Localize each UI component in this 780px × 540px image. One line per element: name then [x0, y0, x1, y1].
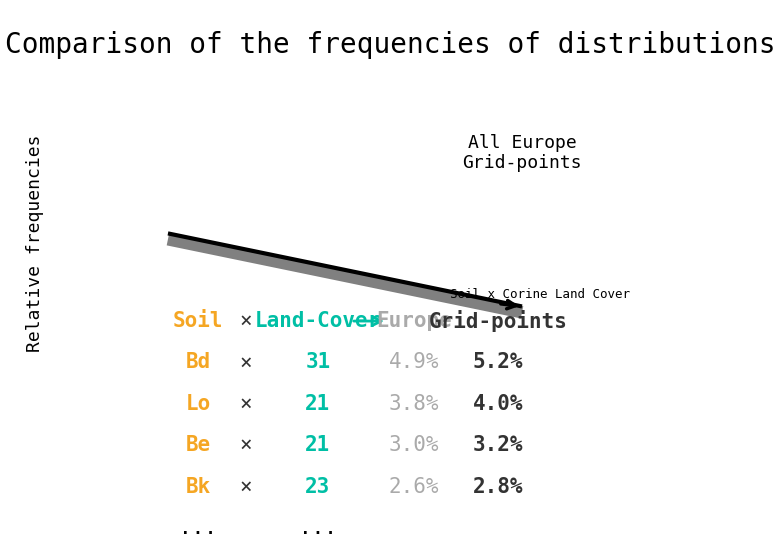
Text: 3.2%: 3.2% — [473, 435, 523, 455]
Text: ×: × — [239, 477, 252, 497]
Text: ...: ... — [179, 518, 217, 538]
Text: Bd: Bd — [186, 353, 211, 373]
Text: Grid-points: Grid-points — [428, 310, 568, 332]
Text: Land-Cover: Land-Cover — [255, 311, 381, 331]
Text: ×: × — [239, 394, 252, 414]
Text: 2.6%: 2.6% — [388, 477, 439, 497]
Text: Comparison of the frequencies of distributions: Comparison of the frequencies of distrib… — [5, 31, 775, 59]
Text: ×: × — [239, 353, 252, 373]
Text: 5.2%: 5.2% — [473, 353, 523, 373]
Text: Soil: Soil — [172, 311, 223, 331]
Text: ×: × — [239, 311, 252, 331]
Text: 21: 21 — [305, 394, 331, 414]
Text: 21: 21 — [305, 435, 331, 455]
Text: All Europe
Grid-points: All Europe Grid-points — [463, 133, 582, 172]
Text: 3.0%: 3.0% — [388, 435, 439, 455]
Text: Relative frequencies: Relative frequencies — [26, 134, 44, 352]
Text: 4.0%: 4.0% — [473, 394, 523, 414]
Text: Be: Be — [186, 435, 211, 455]
Text: 23: 23 — [305, 477, 331, 497]
Text: Soil x Corine Land Cover: Soil x Corine Land Cover — [450, 288, 630, 301]
Text: 2.8%: 2.8% — [473, 477, 523, 497]
Text: ×: × — [239, 435, 252, 455]
Text: ...: ... — [299, 518, 337, 538]
Text: 4.9%: 4.9% — [388, 353, 439, 373]
Text: 3.8%: 3.8% — [388, 394, 439, 414]
Text: Europe: Europe — [376, 311, 452, 331]
Text: Bk: Bk — [186, 477, 211, 497]
Text: Lo: Lo — [186, 394, 211, 414]
Text: 31: 31 — [305, 353, 331, 373]
